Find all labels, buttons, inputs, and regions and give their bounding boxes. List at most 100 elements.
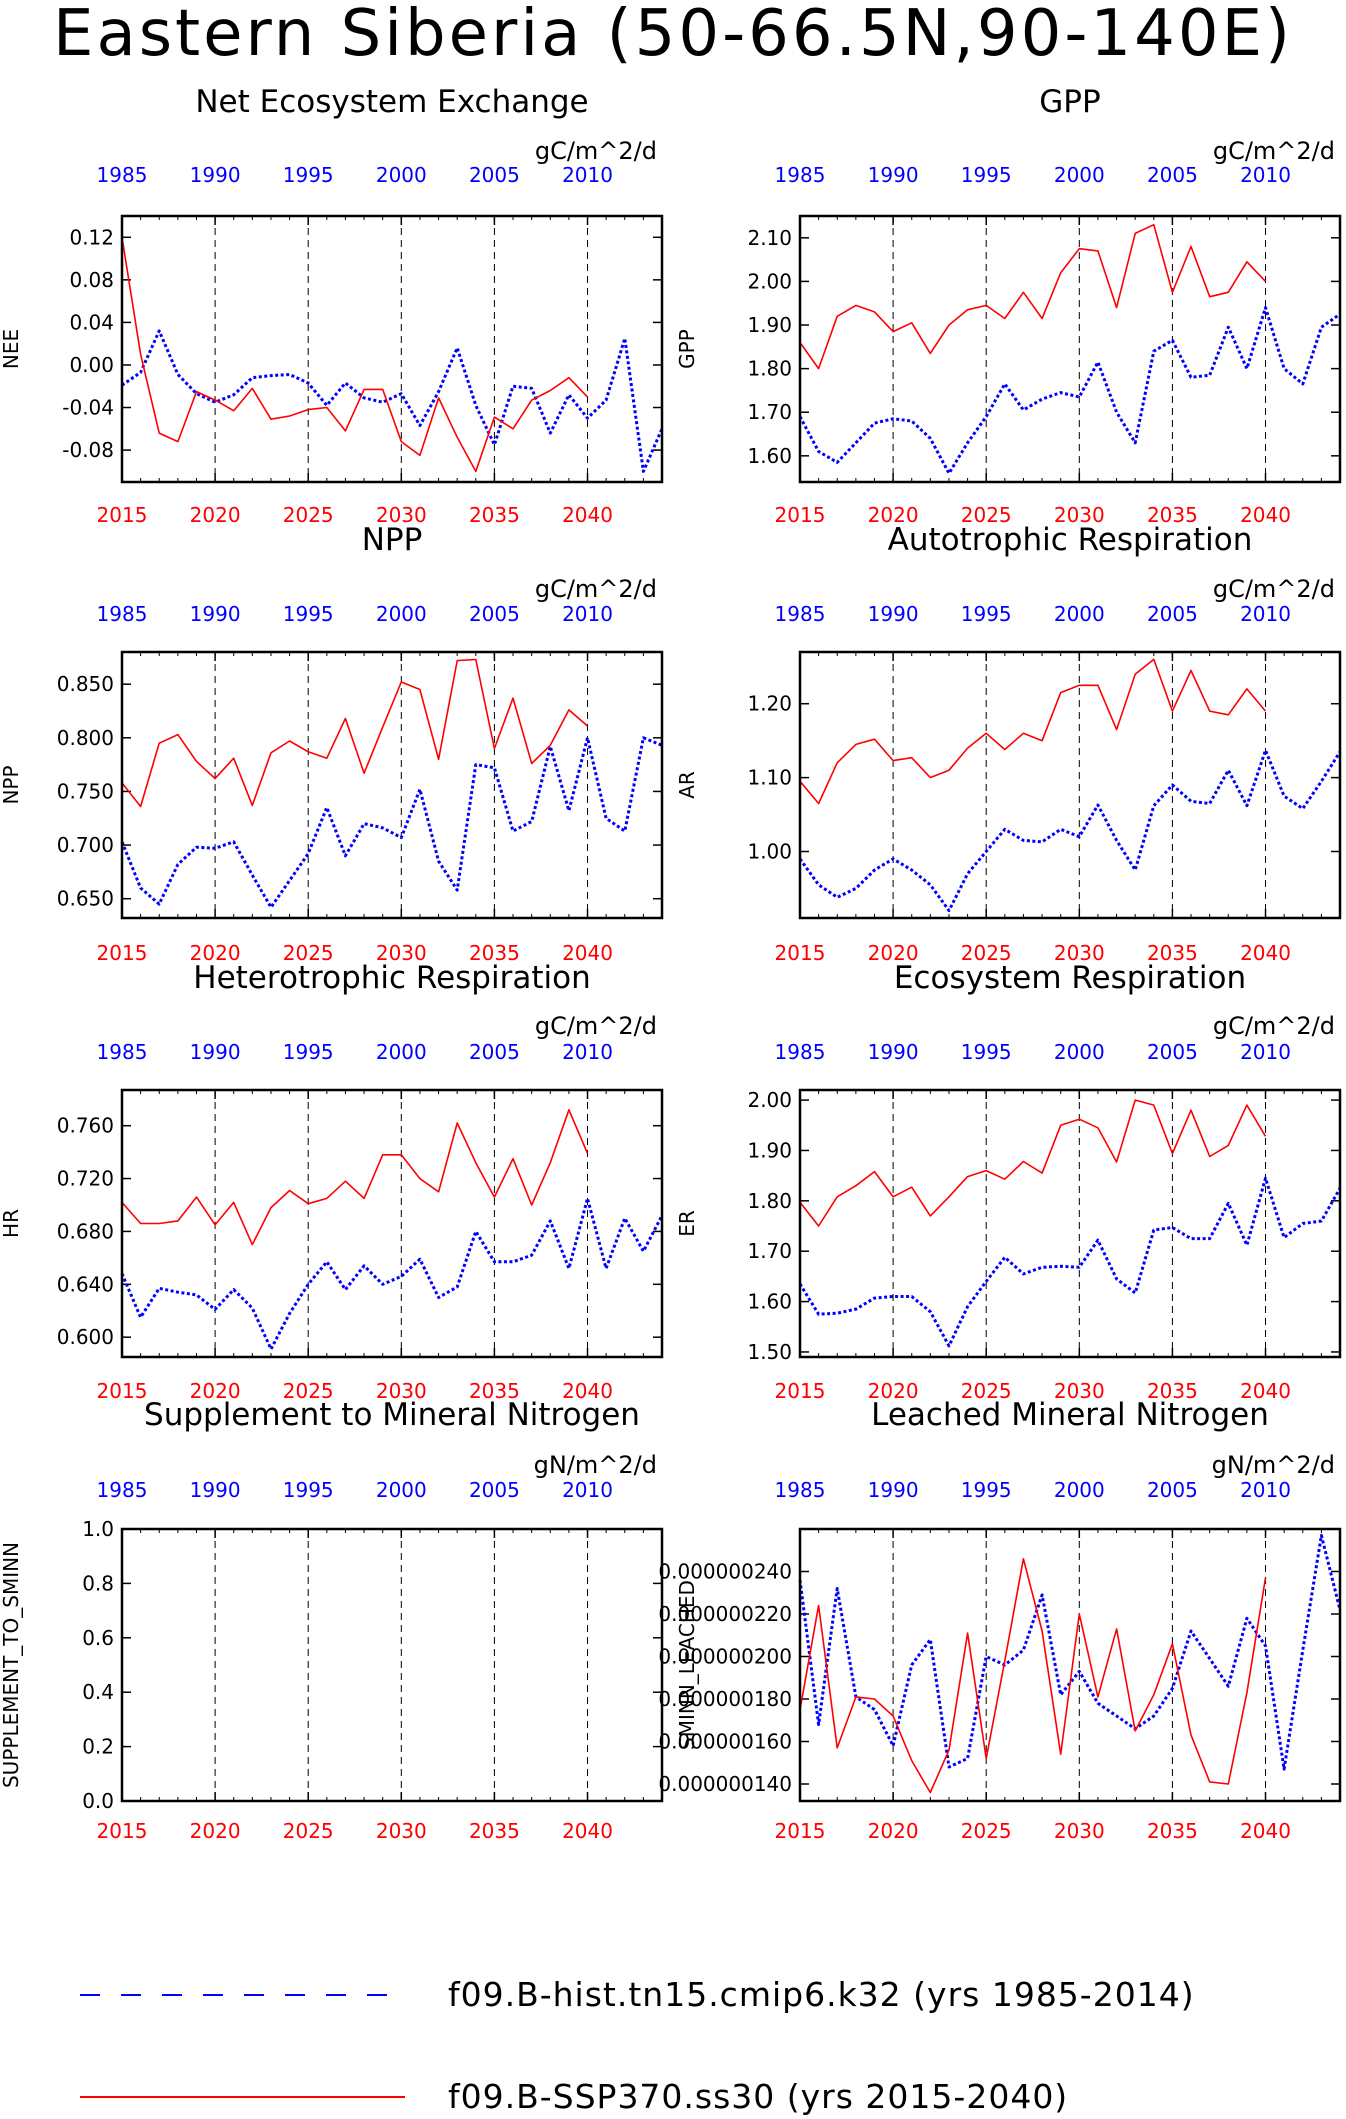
top-year-label: 2000	[1054, 163, 1105, 187]
legend-label: f09.B-hist.tn15.cmip6.k32 (yrs 1985-2014…	[448, 1975, 1195, 2014]
bottom-year-label: 2015	[775, 1819, 826, 1843]
y-tick-label: 0.4	[82, 1680, 114, 1704]
series-line-ssp370	[799, 223, 1267, 370]
bottom-year-label: 2035	[469, 1819, 520, 1843]
top-year-label: 1995	[961, 1478, 1012, 1502]
bottom-year-label: 2015	[97, 1379, 148, 1403]
bottom-year-label: 2025	[283, 1819, 334, 1843]
series-line-ssp370	[121, 658, 589, 808]
bottom-year-label: 2035	[469, 1379, 520, 1403]
bottom-year-label: 2015	[97, 503, 148, 527]
y-tick-label: 0.720	[57, 1167, 114, 1191]
units-label: gC/m^2/d	[1213, 1012, 1335, 1040]
figure-title: Eastern Siberia (50-66.5N,90-140E)	[53, 0, 1293, 71]
units-label: gC/m^2/d	[535, 137, 657, 165]
bottom-year-label: 2020	[190, 941, 241, 965]
bottom-year-label: 2030	[376, 503, 427, 527]
top-year-label: 2000	[376, 1478, 427, 1502]
y-tick-label: 0.600	[57, 1325, 114, 1349]
top-year-label: 2000	[376, 1040, 427, 1064]
series-line-hist	[798, 1176, 1342, 1348]
top-year-label: 1985	[775, 163, 826, 187]
top-year-label: 1985	[97, 1478, 148, 1502]
plot-frame	[798, 214, 1342, 484]
top-year-label: 1990	[190, 602, 241, 626]
units-label: gC/m^2/d	[1213, 137, 1335, 165]
bottom-year-label: 2025	[283, 503, 334, 527]
series-line-ssp370	[121, 237, 589, 473]
top-year-label: 2010	[562, 602, 613, 626]
units-label: gN/m^2/d	[534, 1451, 657, 1479]
top-year-label: 2010	[1240, 602, 1291, 626]
y-tick-label: 0.0	[82, 1789, 114, 1813]
bottom-year-label: 2020	[868, 1819, 919, 1843]
plot-frame	[798, 650, 1342, 920]
bottom-year-label: 2040	[1240, 503, 1291, 527]
y-tick-label: 1.60	[747, 1290, 792, 1314]
top-year-label: 1995	[283, 163, 334, 187]
y-axis-label: HR	[0, 1209, 23, 1238]
y-tick-label: 2.10	[747, 226, 792, 250]
legend: f09.B-hist.tn15.cmip6.k32 (yrs 1985-2014…	[80, 1975, 1195, 2116]
top-year-label: 1985	[775, 1040, 826, 1064]
y-tick-label: 0.640	[57, 1272, 114, 1296]
top-year-label: 2010	[562, 1040, 613, 1064]
top-year-label: 2010	[562, 163, 613, 187]
bottom-year-label: 2025	[961, 1819, 1012, 1843]
y-tick-label: 0.650	[57, 887, 114, 911]
series-line-hist	[798, 1533, 1342, 1771]
y-tick-label: 2.00	[747, 1088, 792, 1112]
plot-frame	[120, 650, 664, 920]
top-year-label: 1990	[190, 163, 241, 187]
top-year-label: 2010	[1240, 1040, 1291, 1064]
y-tick-label: 0.6	[82, 1626, 114, 1650]
bottom-year-label: 2040	[562, 503, 613, 527]
top-year-label: 1990	[868, 602, 919, 626]
y-axis-label: AR	[675, 771, 699, 799]
bottom-year-label: 2040	[1240, 941, 1291, 965]
bottom-year-label: 2025	[961, 941, 1012, 965]
top-year-label: 1995	[961, 602, 1012, 626]
bottom-year-label: 2040	[562, 1379, 613, 1403]
panel-title: Autotrophic Respiration	[888, 522, 1253, 558]
bottom-year-label: 2020	[868, 503, 919, 527]
y-tick-label: 1.70	[747, 1239, 792, 1263]
y-tick-label: 1.0	[82, 1517, 114, 1541]
units-label: gC/m^2/d	[535, 1012, 657, 1040]
panel-gpp: GPP gC/m^2/d 1985 1990 1995 2000 2005 2010 2015 2…	[675, 84, 1342, 527]
bottom-year-label: 2015	[775, 503, 826, 527]
top-year-label: 2005	[1147, 1040, 1198, 1064]
plot-frame	[120, 214, 664, 484]
top-year-label: 2005	[1147, 602, 1198, 626]
y-tick-label: 1.70	[747, 400, 792, 424]
bottom-year-label: 2040	[1240, 1819, 1291, 1843]
y-tick-label: 1.80	[747, 1189, 792, 1213]
panel-er: Ecosystem Respiration gC/m^2/d 1985 1990 199…	[675, 960, 1342, 1403]
bottom-year-label: 2040	[1240, 1379, 1291, 1403]
top-year-label: 2000	[1054, 1478, 1105, 1502]
panel-hr: Heterotrophic Respiration gC/m^2/d 1985 199…	[0, 960, 664, 1403]
y-tick-label: 0.00	[69, 353, 114, 377]
y-tick-label: 0.000000240	[658, 1560, 792, 1584]
units-label: gC/m^2/d	[535, 575, 657, 603]
panel-supplement-to-sminn: Supplement to Mineral Nitrogen gN/m^2/d 19…	[0, 1397, 664, 1843]
y-tick-label: 0.04	[69, 310, 114, 334]
y-tick-label: 1.90	[747, 313, 792, 337]
series-line-ssp370	[121, 1109, 589, 1246]
y-tick-label: 0.000000140	[658, 1772, 792, 1796]
bottom-year-label: 2030	[1054, 1819, 1105, 1843]
bottom-year-label: 2030	[1054, 1379, 1105, 1403]
top-year-label: 2000	[1054, 1040, 1105, 1064]
bottom-year-label: 2040	[562, 941, 613, 965]
panel-npp: NPP gC/m^2/d 1985 1990 1995 2000 2005 2010 2015 2…	[0, 522, 664, 965]
panel-title: Supplement to Mineral Nitrogen	[144, 1397, 640, 1433]
top-year-label: 1990	[868, 1478, 919, 1502]
top-year-label: 1990	[868, 163, 919, 187]
y-tick-label: -0.08	[62, 438, 114, 462]
plot-frame	[798, 1088, 1342, 1359]
bottom-year-label: 2020	[190, 503, 241, 527]
bottom-year-label: 2035	[1147, 1379, 1198, 1403]
panel-title: Heterotrophic Respiration	[193, 960, 590, 996]
top-year-label: 1985	[775, 1478, 826, 1502]
